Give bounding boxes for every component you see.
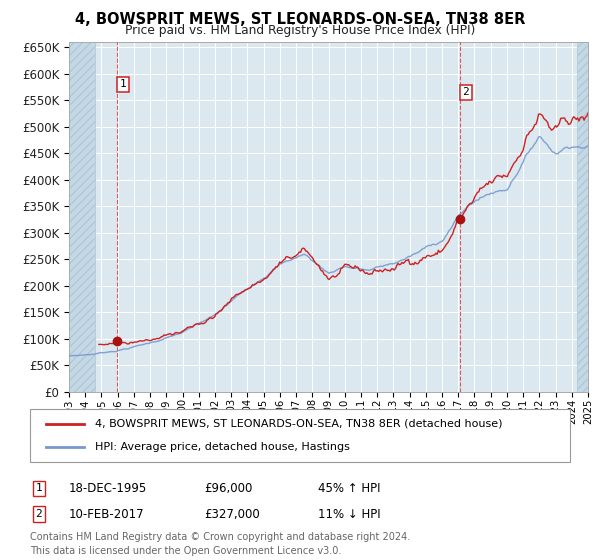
Text: 18-DEC-1995: 18-DEC-1995: [69, 482, 147, 495]
Text: HPI: Average price, detached house, Hastings: HPI: Average price, detached house, Hast…: [95, 442, 350, 452]
Text: 11% ↓ HPI: 11% ↓ HPI: [318, 507, 380, 521]
Text: 10-FEB-2017: 10-FEB-2017: [69, 507, 145, 521]
FancyBboxPatch shape: [30, 409, 570, 462]
Text: Price paid vs. HM Land Registry's House Price Index (HPI): Price paid vs. HM Land Registry's House …: [125, 24, 475, 37]
Text: 45% ↑ HPI: 45% ↑ HPI: [318, 482, 380, 495]
Text: £96,000: £96,000: [204, 482, 253, 495]
Text: 4, BOWSPRIT MEWS, ST LEONARDS-ON-SEA, TN38 8ER (detached house): 4, BOWSPRIT MEWS, ST LEONARDS-ON-SEA, TN…: [95, 419, 502, 429]
Text: £327,000: £327,000: [204, 507, 260, 521]
Text: 4, BOWSPRIT MEWS, ST LEONARDS-ON-SEA, TN38 8ER: 4, BOWSPRIT MEWS, ST LEONARDS-ON-SEA, TN…: [75, 12, 525, 27]
Text: 2: 2: [35, 509, 43, 519]
Bar: [577, 42, 588, 392]
Bar: [69, 42, 95, 392]
Text: Contains HM Land Registry data © Crown copyright and database right 2024.
This d: Contains HM Land Registry data © Crown c…: [30, 533, 410, 556]
Text: 1: 1: [35, 483, 43, 493]
Text: 2: 2: [463, 87, 469, 97]
Text: 1: 1: [119, 80, 126, 90]
